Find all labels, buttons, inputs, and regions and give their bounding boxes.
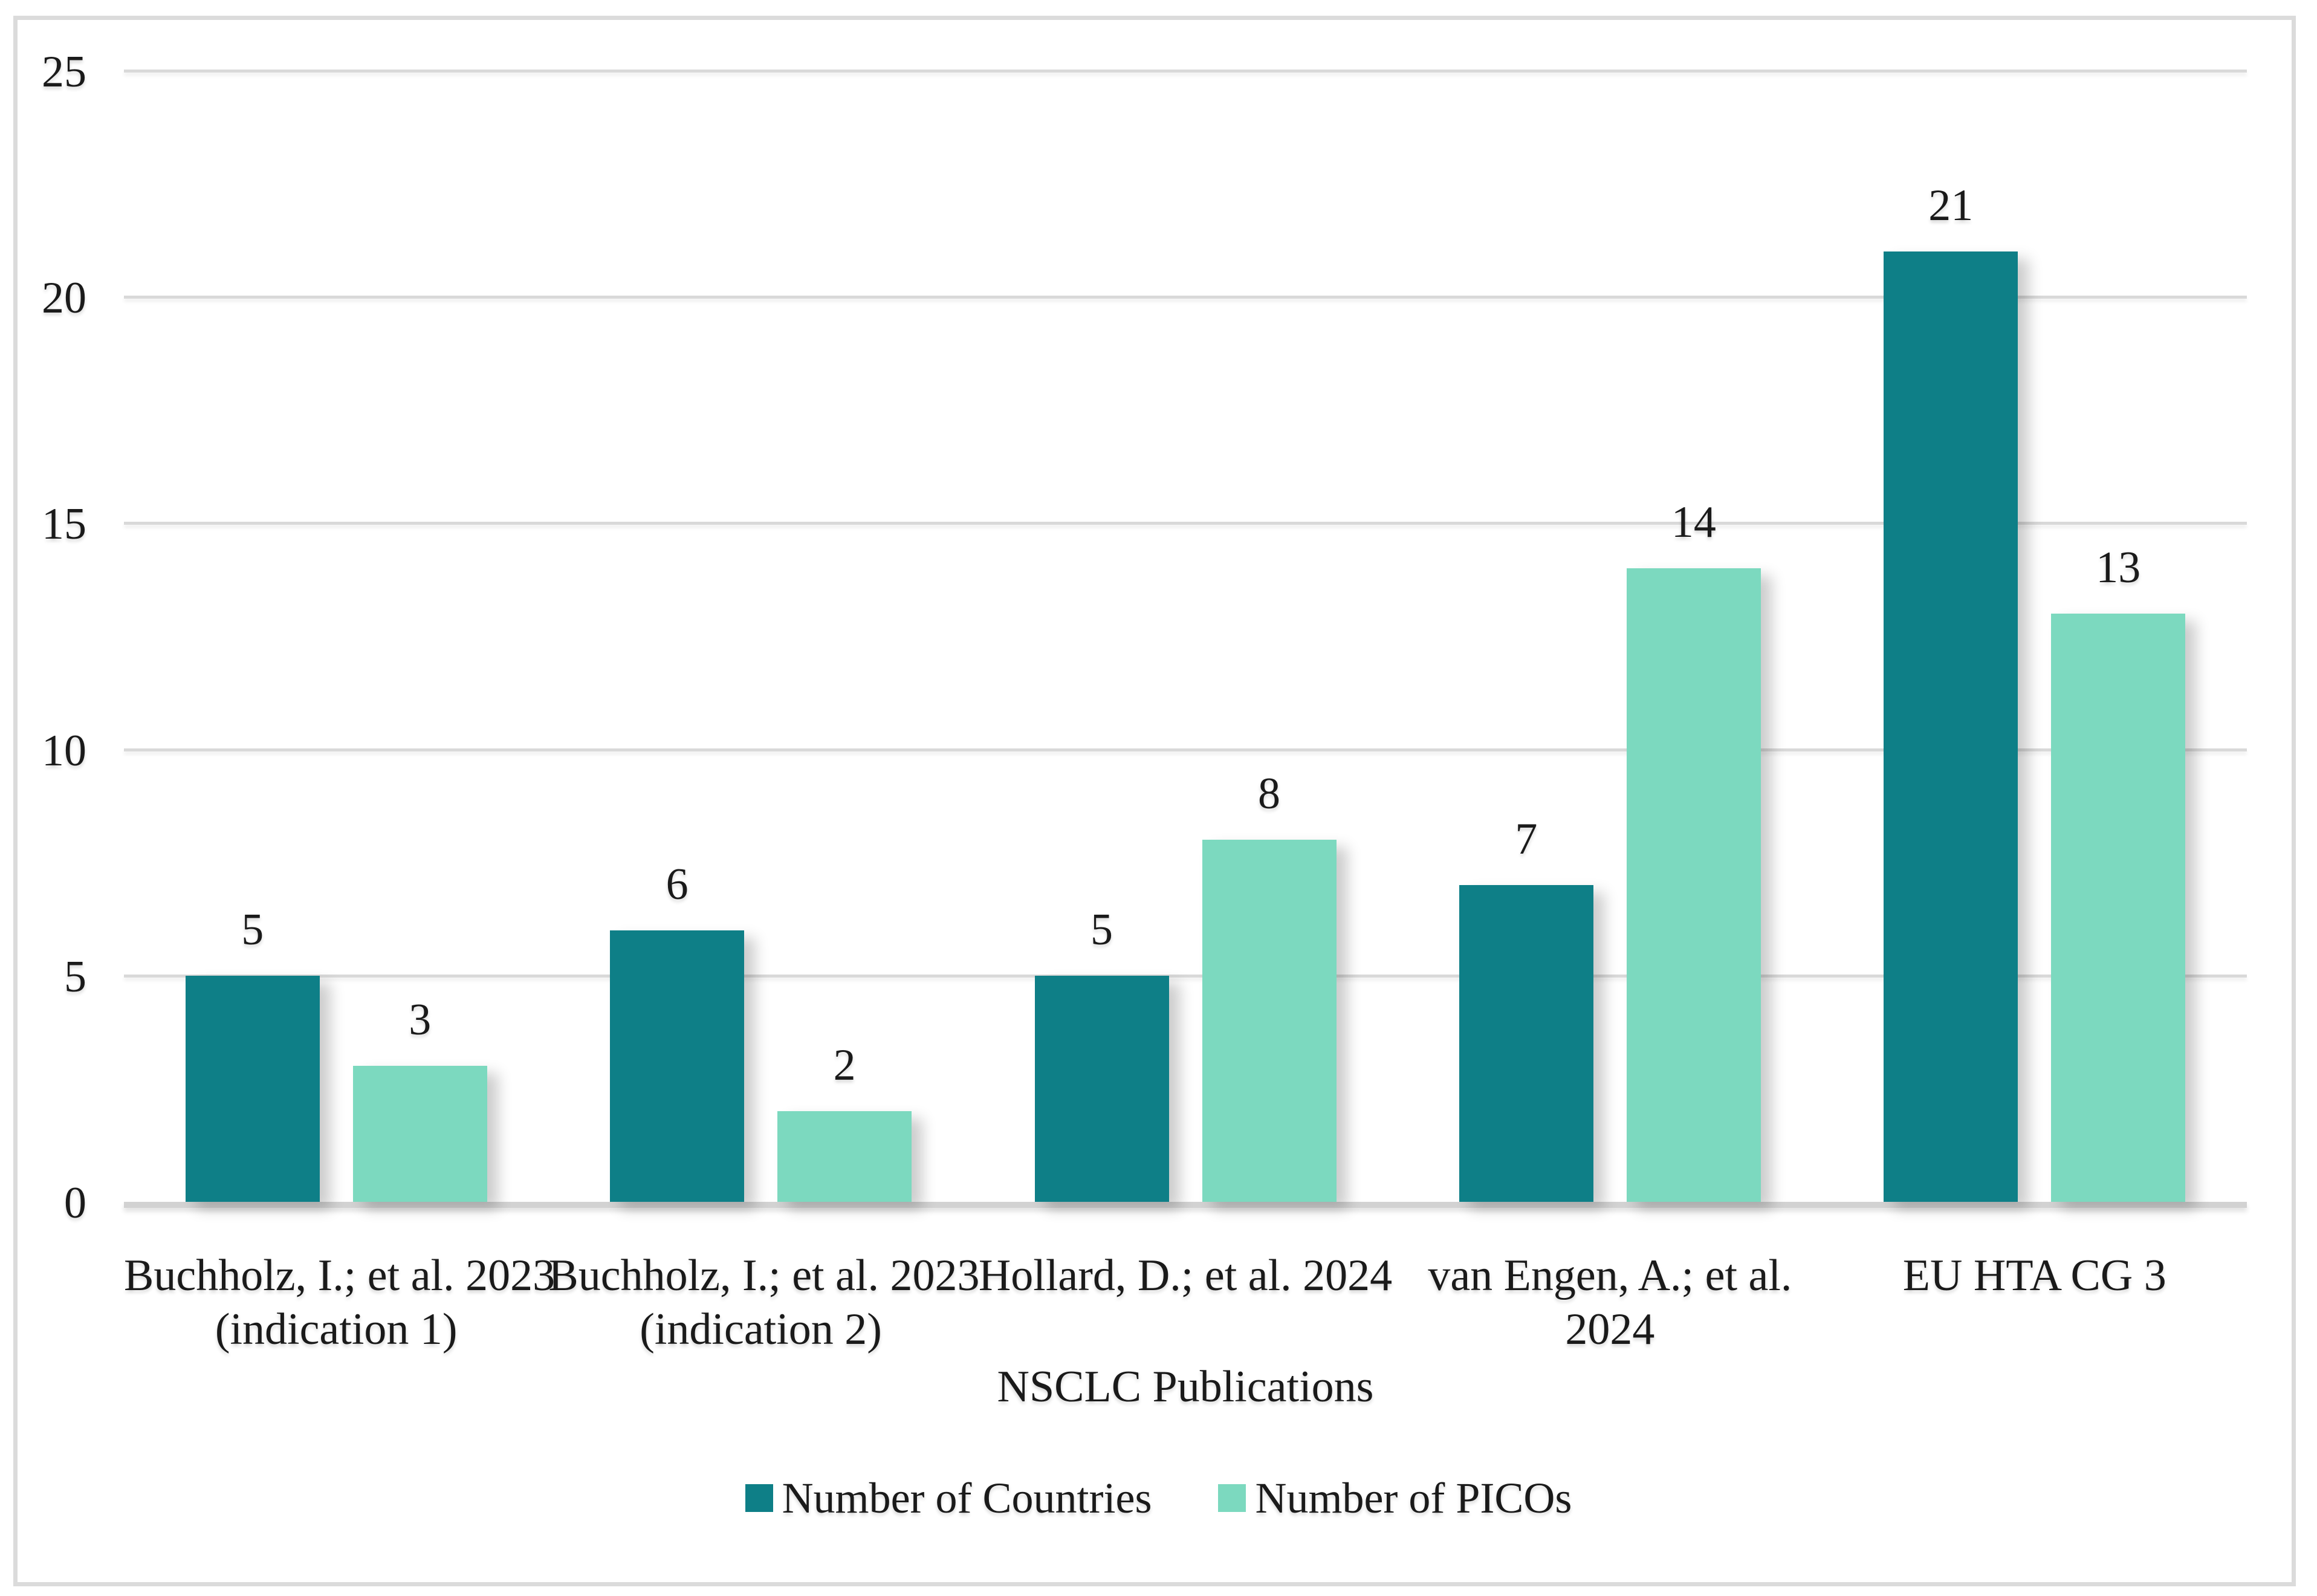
y-tick-label: 20: [42, 273, 86, 323]
bar-value-label: 8: [1258, 769, 1280, 819]
legend-swatch-icon: [745, 1484, 773, 1512]
bar-value-label: 13: [2096, 543, 2141, 593]
bar-value-label: 5: [1090, 904, 1113, 955]
bar-number-of-countries: [1884, 251, 2018, 1202]
bar-value-label: 21: [1928, 181, 1974, 231]
legend: Number of Countries Number of PICOs: [0, 1468, 2317, 1528]
bar-number-of-countries: [610, 930, 745, 1202]
bar-value-label: 5: [241, 904, 264, 955]
gridline: [124, 974, 2247, 978]
y-tick-label: 0: [64, 1178, 86, 1228]
y-tick-label: 10: [42, 725, 86, 776]
category-label: van Engen, A.; et al. 2024: [1428, 1251, 1792, 1354]
legend-item-number-of-picos: Number of PICOs: [1218, 1470, 1572, 1526]
legend-swatch-icon: [1218, 1484, 1246, 1512]
bar-value-label: 2: [833, 1040, 856, 1091]
legend-label: Number of Countries: [782, 1474, 1152, 1522]
x-axis-title: NSCLC Publications: [997, 1362, 1374, 1412]
bar-value-label: 3: [409, 995, 432, 1045]
category-label: Buchholz, I.; et al. 2023 (indication 1): [124, 1251, 556, 1354]
bar-value-label: 6: [666, 859, 689, 909]
legend-label: Number of PICOs: [1255, 1474, 1572, 1522]
gridline: [124, 522, 2247, 525]
bar-value-label: 7: [1515, 814, 1538, 864]
bar-number-of-countries: [1459, 885, 1593, 1202]
y-tick-label: 25: [42, 47, 86, 97]
bar-number-of-picos: [352, 1066, 487, 1202]
bar-number-of-countries: [1034, 975, 1169, 1202]
bar-number-of-picos: [2051, 614, 2186, 1202]
category-label: Hollard, D.; et al. 2024: [978, 1251, 1393, 1300]
y-tick-label: 15: [42, 499, 86, 550]
gridline: [124, 748, 2247, 751]
category-label: EU HTA CG 3: [1902, 1251, 2166, 1300]
bar-value-label: 14: [1671, 498, 1716, 548]
bar-number-of-picos: [1202, 840, 1337, 1202]
gridline: [124, 70, 2247, 73]
bar-number-of-picos: [1626, 568, 1761, 1202]
category-label: Buchholz, I.; et al. 2023 (indication 2): [548, 1251, 980, 1354]
y-tick-label: 5: [64, 952, 86, 1002]
x-axis-line: [124, 1202, 2247, 1208]
gridline: [124, 296, 2247, 299]
bar-number-of-picos: [777, 1111, 912, 1202]
bar-number-of-countries: [185, 975, 320, 1202]
legend-item-number-of-countries: Number of Countries: [745, 1470, 1152, 1526]
